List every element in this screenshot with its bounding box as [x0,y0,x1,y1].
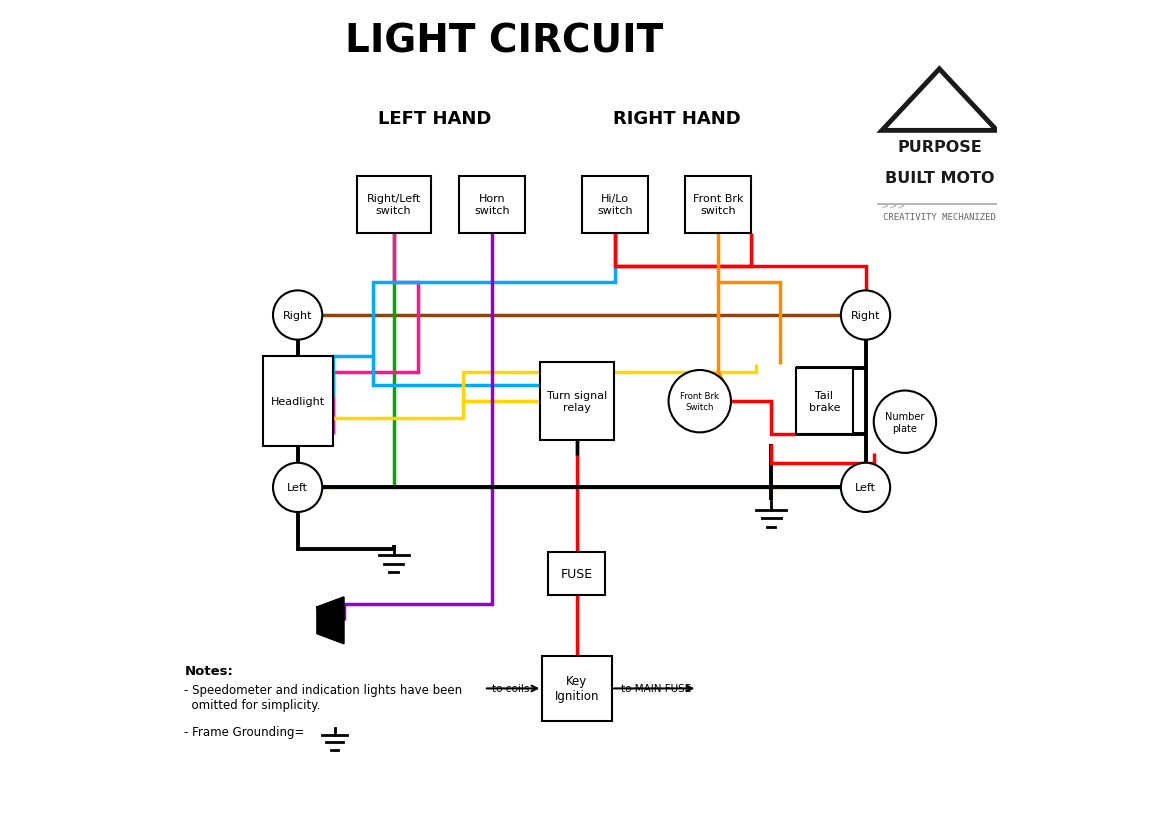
Circle shape [841,463,890,513]
Text: PURPOSE: PURPOSE [897,139,982,154]
Text: to coils: to coils [493,684,530,694]
Text: Right/Left
switch: Right/Left switch [366,195,421,216]
FancyBboxPatch shape [540,363,613,440]
Text: Front Brk
switch: Front Brk switch [692,195,743,216]
Text: Right: Right [850,310,880,320]
FancyBboxPatch shape [263,357,332,447]
FancyBboxPatch shape [357,176,430,233]
FancyBboxPatch shape [795,369,853,435]
Polygon shape [318,598,344,643]
FancyBboxPatch shape [685,176,751,233]
Text: RIGHT HAND: RIGHT HAND [613,110,740,128]
Text: Horn
switch: Horn switch [474,195,510,216]
Text: Left: Left [855,483,876,493]
Text: Key
Ignition: Key Ignition [555,675,599,703]
Text: - Frame Grounding=: - Frame Grounding= [184,725,305,739]
FancyBboxPatch shape [460,176,526,233]
Circle shape [841,291,890,340]
Text: Front Brk
Switch: Front Brk Switch [680,392,719,412]
Text: >>>: >>> [881,200,906,210]
Circle shape [273,291,323,340]
Text: Left: Left [287,483,308,493]
Text: Hi/Lo
switch: Hi/Lo switch [597,195,633,216]
Circle shape [669,371,731,433]
FancyBboxPatch shape [548,552,605,595]
Text: FUSE: FUSE [561,567,592,580]
Text: Notes:: Notes: [184,664,233,677]
Circle shape [874,391,936,454]
Text: Turn signal
relay: Turn signal relay [547,391,606,412]
FancyBboxPatch shape [542,656,611,721]
Text: Headlight: Headlight [271,397,325,407]
Text: LIGHT CIRCUIT: LIGHT CIRCUIT [345,22,664,60]
Text: Tail
brake: Tail brake [808,391,840,412]
Text: Right: Right [283,310,312,320]
Text: LEFT HAND: LEFT HAND [378,110,491,128]
FancyBboxPatch shape [583,176,647,233]
Circle shape [273,463,323,513]
Text: - Speedometer and indication lights have been
  omitted for simplicity.: - Speedometer and indication lights have… [184,683,462,710]
Text: to MAIN FUSE: to MAIN FUSE [622,684,691,694]
Text: CREATIVITY MECHANIZED: CREATIVITY MECHANIZED [883,213,996,222]
Text: BUILT MOTO: BUILT MOTO [884,171,995,185]
Text: Number
plate: Number plate [886,412,924,433]
